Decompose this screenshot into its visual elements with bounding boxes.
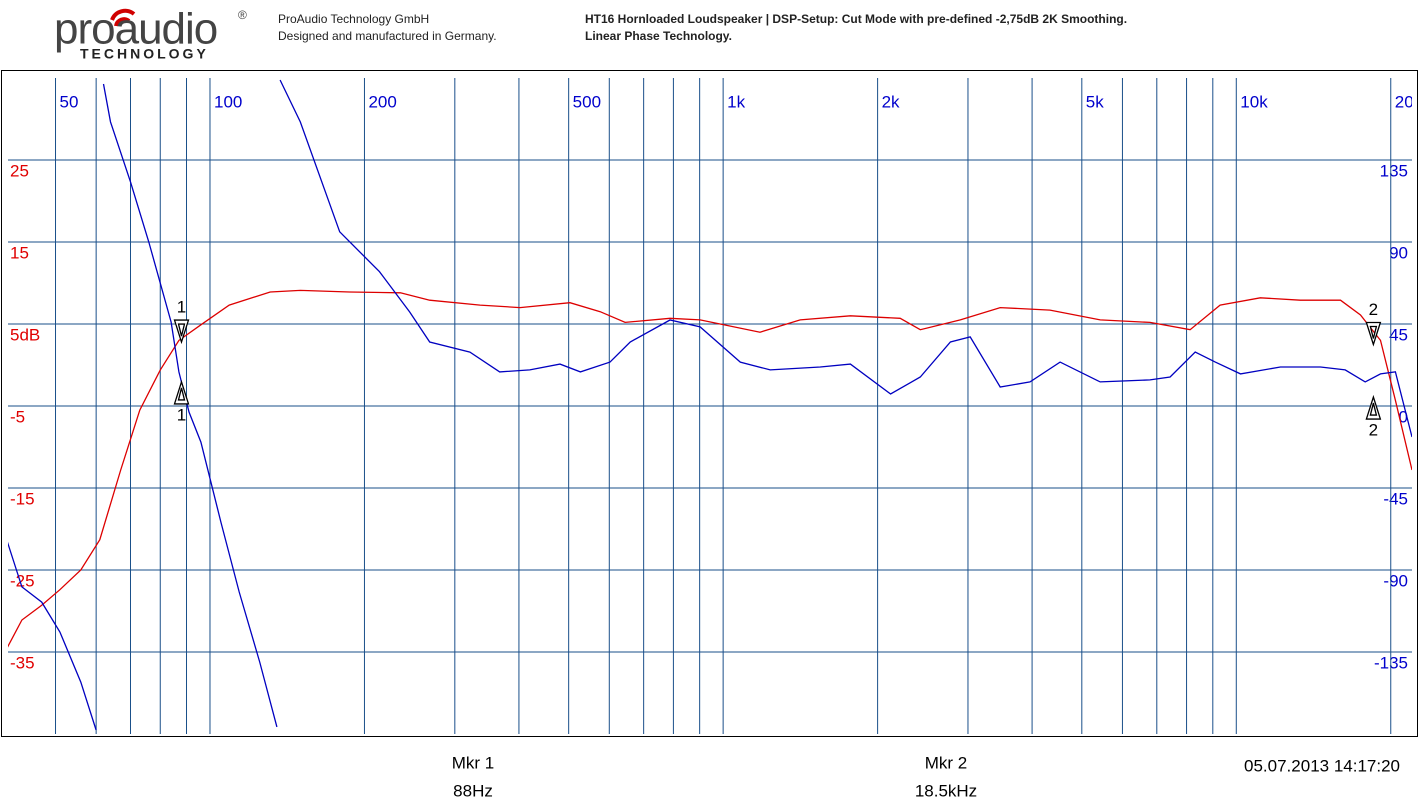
marker-down — [1365, 321, 1382, 347]
title: HT16 Hornloaded Loudspeaker | DSP-Setup:… — [585, 12, 1127, 26]
y2-tick-label: 90 — [1389, 243, 1408, 262]
marker-id: 1 — [177, 405, 186, 424]
series-line — [8, 79, 1412, 731]
marker-label: Mkr 1 — [452, 753, 495, 772]
y-tick-label: -35 — [10, 653, 35, 672]
marker-id: 2 — [1369, 300, 1378, 319]
marker-up — [173, 379, 190, 405]
y-tick-label: -5 — [10, 407, 25, 426]
y2-tick-label: -45 — [1383, 489, 1408, 508]
company-note: Designed and manufactured in Germany. — [278, 29, 497, 43]
marker-id: 1 — [177, 298, 186, 317]
y2-tick-label: 45 — [1389, 325, 1408, 344]
y-tick-label: -25 — [10, 571, 35, 590]
plot-frame — [1, 70, 1418, 737]
y2-tick-label: 135 — [1380, 161, 1408, 180]
logo-subtitle: TECHNOLOGY — [80, 46, 209, 62]
marker-value: 18.5kHz — [915, 781, 977, 800]
company: ProAudio Technology GmbH — [278, 12, 429, 26]
timestamp: 05.07.2013 14:17:20 — [1244, 756, 1400, 775]
marker-id: 2 — [1369, 421, 1378, 440]
x-tick-label: 200 — [368, 92, 396, 111]
logo: proaudio ® TECHNOLOGY — [54, 5, 247, 62]
x-tick-label: 10k — [1240, 92, 1268, 111]
y2-tick-label: 0 — [1399, 407, 1408, 426]
logo-arc — [114, 17, 131, 27]
y-tick-label: 15 — [10, 243, 29, 262]
logo-arc — [110, 8, 136, 21]
logo-text: proaudio — [54, 5, 217, 54]
y-tick-label: 5dB — [10, 325, 40, 344]
x-tick-label: 50 — [60, 92, 79, 111]
x-tick-label: 100 — [214, 92, 242, 111]
x-tick-label: 1k — [727, 92, 745, 111]
x-tick-label: 2k — [882, 92, 900, 111]
marker-down — [173, 319, 190, 345]
series-line — [8, 289, 1412, 648]
x-tick-label: 20k — [1395, 92, 1422, 111]
x-tick-label: 500 — [573, 92, 601, 111]
marker-value: 88Hz — [453, 781, 493, 800]
y-tick-label: 25 — [10, 161, 29, 180]
marker-up — [1365, 394, 1382, 420]
y-tick-label: -15 — [10, 489, 35, 508]
subtitle: Linear Phase Technology. — [585, 29, 732, 43]
logo-mark: ® — [238, 8, 247, 22]
marker-label: Mkr 2 — [925, 753, 968, 772]
x-tick-label: 5k — [1086, 92, 1104, 111]
y2-tick-label: -90 — [1383, 571, 1408, 590]
